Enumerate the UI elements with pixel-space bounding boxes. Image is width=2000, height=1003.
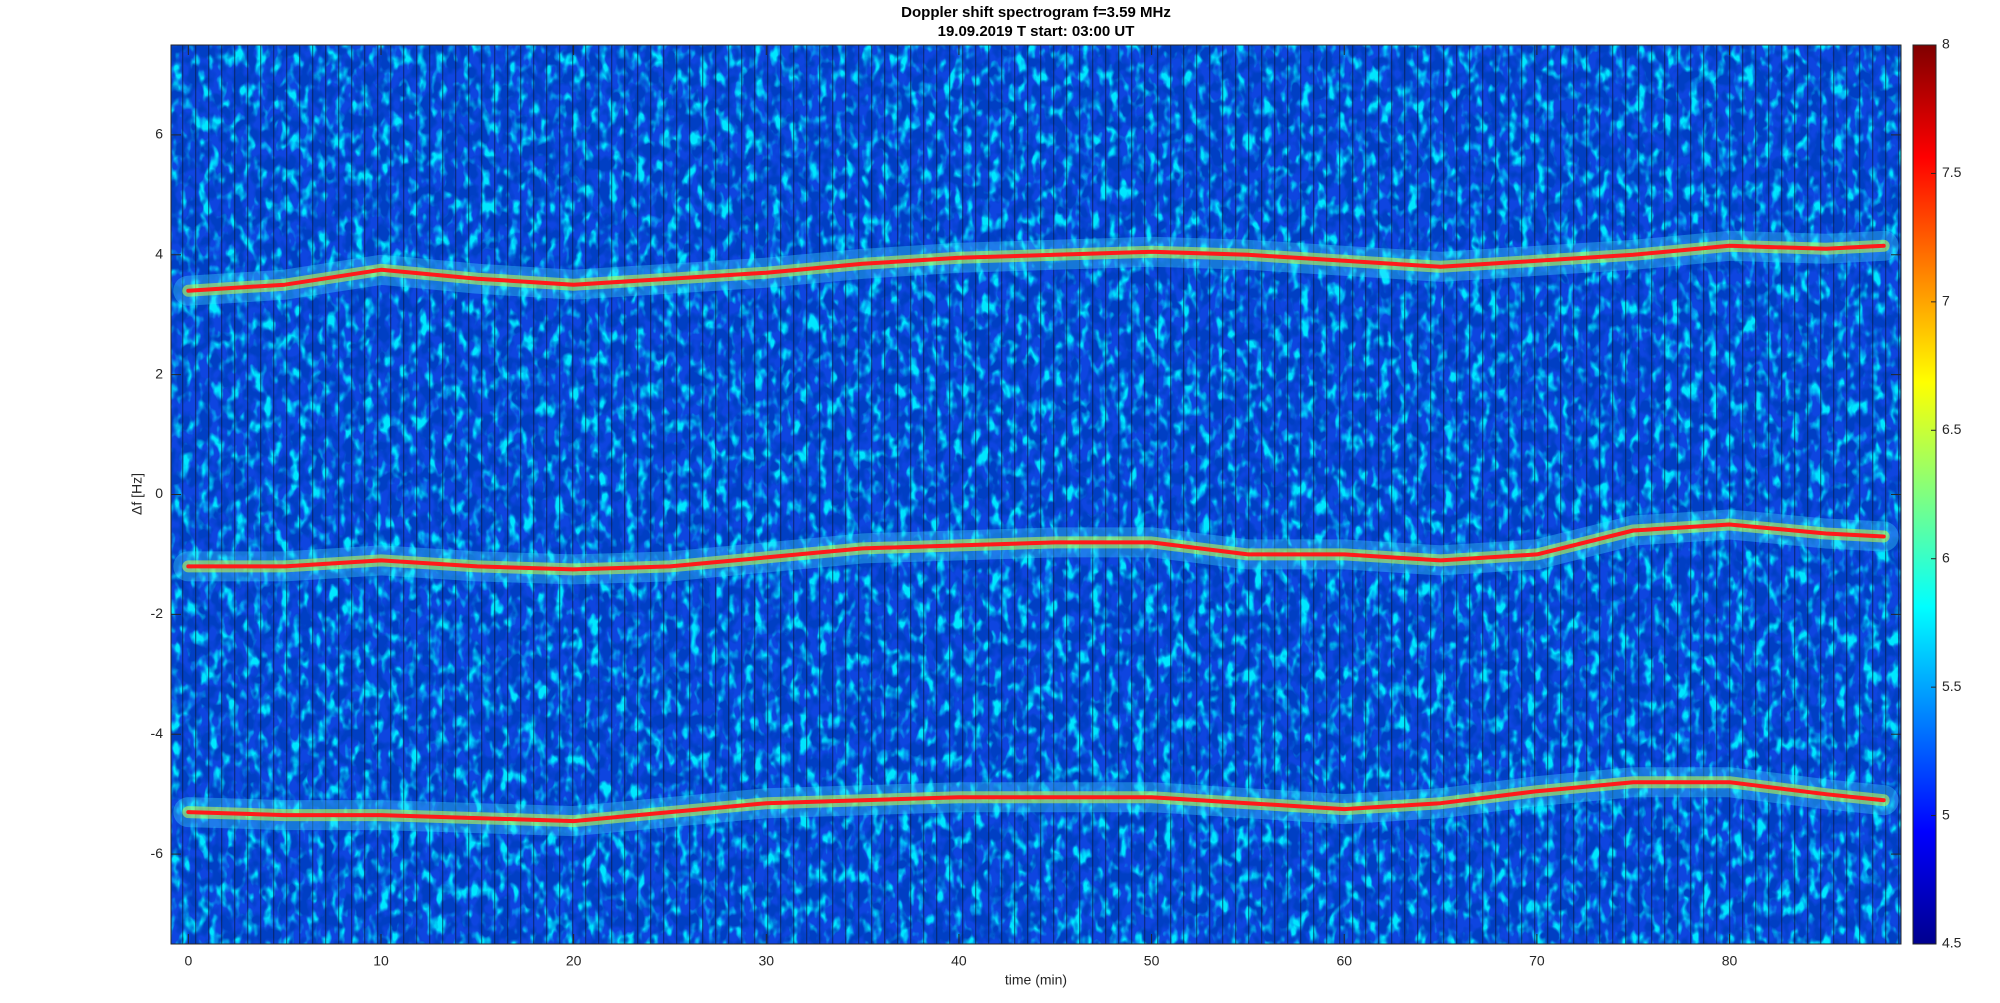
colorbar-tick-label: 5 (1942, 806, 1950, 822)
x-tick-label: 0 (184, 953, 192, 969)
y-tick-label: 6 (155, 126, 163, 142)
colorbar-tick-label: 8 (1942, 36, 1950, 52)
spectrogram-background (171, 45, 1901, 944)
x-tick-label: 30 (759, 953, 775, 969)
colorbar-tick-label: 6 (1942, 549, 1950, 565)
x-tick-label: 10 (373, 953, 389, 969)
y-tick-label: -6 (151, 845, 164, 861)
y-tick-label: 2 (155, 365, 163, 381)
colorbar-tick-label: 5.5 (1942, 678, 1962, 694)
x-tick-label: 80 (1722, 953, 1738, 969)
trace (186, 522, 1886, 572)
x-tick-label: 20 (566, 953, 582, 969)
x-tick-label: 50 (1144, 953, 1160, 969)
colorbar-tick-label: 7 (1942, 293, 1950, 309)
colorbar-tick-label: 6.5 (1942, 421, 1962, 437)
chart-subtitle: 19.09.2019 T start: 03:00 UT (938, 23, 1135, 40)
y-tick-label: 4 (155, 245, 163, 261)
x-tick-label: 40 (951, 953, 967, 969)
trace (186, 243, 1886, 293)
y-axis-label: Δf [Hz] (129, 473, 145, 515)
chart-title: Doppler shift spectrogram f=3.59 MHz (901, 4, 1171, 21)
x-tick-label: 70 (1529, 953, 1545, 969)
y-tick-label: -4 (151, 725, 164, 741)
x-tick-label: 60 (1336, 953, 1352, 969)
y-tick-label: 0 (155, 485, 163, 501)
trace (186, 780, 1886, 824)
y-tick-label: -2 (151, 605, 164, 621)
colorbar-tick-label: 7.5 (1942, 164, 1962, 180)
colorbar-tick-label: 4.5 (1942, 935, 1962, 951)
traces (173, 230, 1899, 837)
colorbar (1912, 44, 1937, 945)
x-axis-label: time (min) (1005, 972, 1067, 988)
